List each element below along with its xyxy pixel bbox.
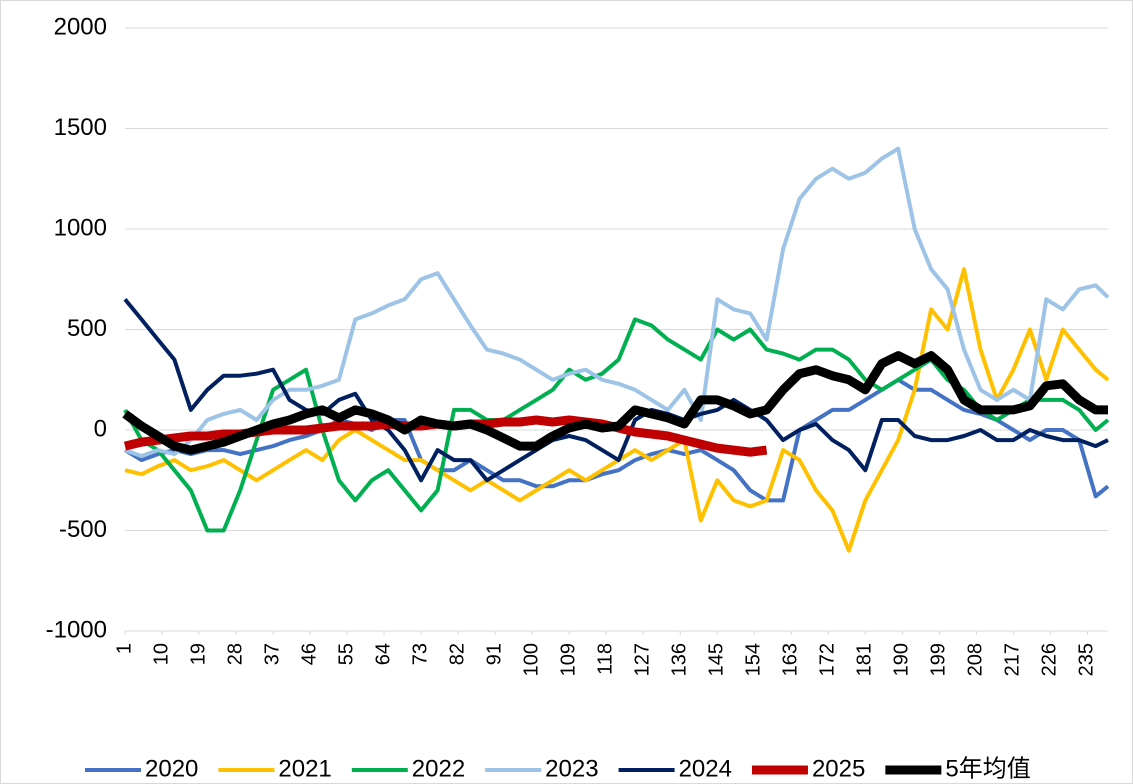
- series-line: [122, 351, 1108, 455]
- y-tick-label: -1000: [46, 616, 107, 643]
- series-line: [123, 377, 1110, 503]
- x-tick-label: 46: [298, 643, 320, 665]
- x-tick-label: 181: [854, 643, 876, 676]
- legend-label: 2020: [145, 755, 198, 782]
- x-tick-label: 226: [1039, 643, 1061, 676]
- legend-label: 2025: [812, 755, 865, 782]
- y-tick-label: 0: [94, 415, 107, 442]
- x-tick-label: 217: [1002, 643, 1024, 676]
- x-tick-label: 127: [632, 643, 654, 676]
- x-tick-label: 73: [409, 643, 431, 665]
- x-tick-label: 199: [928, 643, 950, 676]
- x-tick-label: 136: [669, 643, 691, 676]
- x-tick-label: 154: [743, 643, 765, 676]
- x-tick-label: 28: [224, 643, 246, 665]
- series-line: [123, 317, 1110, 533]
- x-tick-label: 64: [372, 643, 394, 665]
- x-tick-label: 118: [594, 643, 616, 675]
- x-tick-label: 10: [150, 643, 172, 665]
- series-line: [124, 146, 1110, 459]
- series-line: [123, 298, 1109, 483]
- x-tick-label: 91: [483, 643, 505, 665]
- y-tick-label: 500: [67, 315, 107, 342]
- x-tick-label: 172: [817, 643, 839, 676]
- y-tick-label: 1500: [54, 114, 107, 141]
- x-tick-label: 19: [187, 643, 209, 665]
- x-tick-label: 100: [520, 643, 542, 676]
- legend-label: 2023: [545, 755, 598, 782]
- y-tick-label: 1000: [54, 214, 107, 241]
- legend-label: 2021: [278, 755, 331, 782]
- x-tick-label: 190: [891, 643, 913, 676]
- x-tick-label: 163: [780, 643, 802, 676]
- legend-label: 2022: [412, 755, 465, 782]
- x-tick-label: 55: [335, 643, 357, 665]
- x-tick-label: 82: [446, 643, 468, 665]
- x-tick-label: 109: [557, 643, 579, 676]
- x-tick-label: 37: [261, 643, 283, 665]
- x-tick-label: 208: [965, 643, 987, 676]
- x-tick-label: 1: [113, 643, 135, 654]
- y-tick-label: -500: [59, 516, 107, 543]
- x-tick-label: 145: [706, 643, 728, 676]
- legend-label: 5年均值: [945, 755, 1030, 782]
- y-tick-label: 2000: [54, 13, 107, 40]
- x-tick-label: 235: [1076, 643, 1098, 676]
- legend-label: 2024: [679, 755, 732, 782]
